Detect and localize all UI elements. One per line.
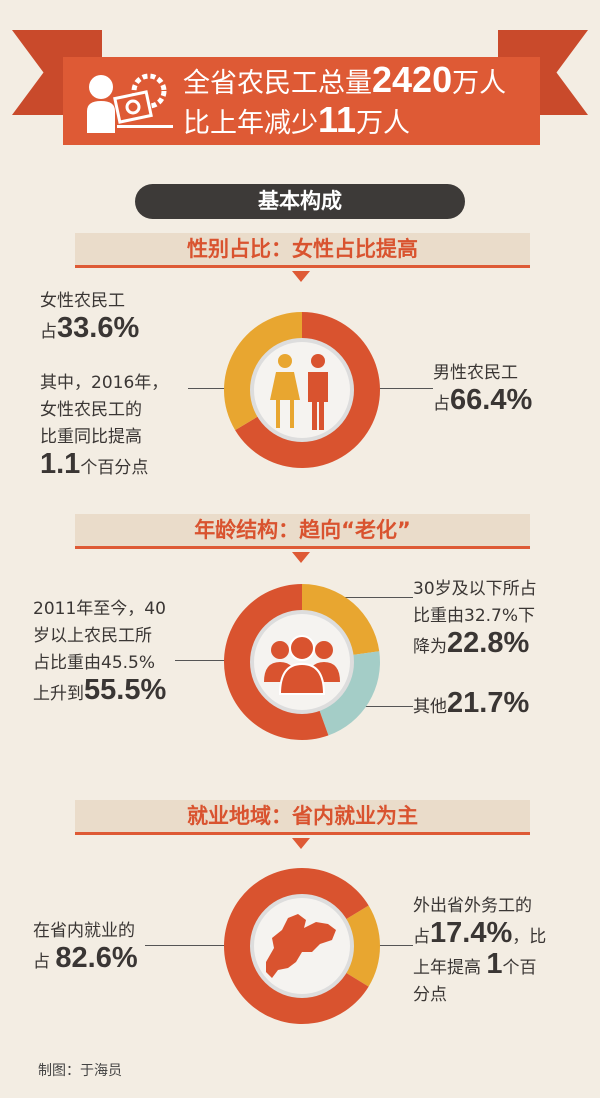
out-province-text: 外出省外务工的 占17.4%，比 上年提高 1个百 分点	[413, 896, 547, 1005]
leader-line	[145, 945, 237, 946]
donut-slice-1	[224, 868, 369, 1024]
region-donut	[224, 868, 380, 1024]
gender-header: 性别占比：女性占比提高	[75, 233, 530, 268]
leader-line	[330, 597, 413, 598]
header-unit: 万人	[452, 68, 507, 99]
header-line1-text: 全省农民工总量	[183, 68, 372, 99]
age-young-text: 30岁及以下所占 比重由32.7%下 降为22.8%	[413, 579, 537, 659]
age-donut	[223, 584, 380, 740]
header-unit-2: 万人	[356, 108, 411, 139]
male-value: 66.4%	[450, 384, 533, 416]
leader-line	[175, 660, 240, 661]
female-value: 33.6%	[57, 312, 140, 344]
leader-line	[330, 706, 413, 707]
worker-with-chart-and-gear-icon	[87, 73, 173, 133]
donut-slice-0	[344, 905, 380, 987]
other-value: 21.7%	[447, 687, 530, 719]
age-header: 年龄结构：趋向“老化”	[75, 514, 530, 549]
out-province-value: 17.4%	[430, 917, 513, 949]
total-count: 2420	[372, 59, 453, 100]
header-line2-text: 比上年减少	[183, 108, 318, 139]
section-title: 基本构成	[135, 184, 465, 219]
donut-slice-1	[224, 312, 302, 431]
leader-line	[188, 388, 240, 389]
over40-value: 55.5%	[84, 674, 167, 706]
pointer-triangle	[292, 838, 310, 849]
female-label: 女性农民工 占33.6%	[40, 291, 140, 344]
credit-footer: 制图：于海员	[38, 1063, 122, 1079]
donut-center	[250, 610, 354, 714]
gender-donut	[224, 312, 380, 468]
pointer-triangle	[292, 271, 310, 282]
leader-line	[358, 388, 433, 389]
young-value: 22.8%	[447, 627, 530, 659]
donut-slice-0	[302, 584, 380, 656]
donut-slice-2	[223, 584, 329, 740]
header-banner: 全省农民工总量2420万人 比上年减少11万人	[63, 57, 540, 145]
people-group-icon	[264, 635, 340, 695]
female-male-icon	[270, 354, 328, 430]
in-province-value: 82.6%	[55, 942, 138, 974]
decrease-count: 11	[318, 99, 357, 140]
region-header: 就业地域：省内就业为主	[75, 800, 530, 835]
age-over40-text: 2011年至今，40 岁以上农民工所 占比重由45.5% 上升到55.5%	[33, 599, 167, 706]
age-other-text: 其他21.7%	[413, 687, 530, 719]
pointer-triangle	[292, 552, 310, 563]
donut-slice-0	[235, 312, 380, 468]
donut-slice-1	[318, 651, 380, 736]
male-label: 男性农民工 占66.4%	[433, 363, 533, 416]
donut-center	[250, 338, 354, 442]
female-note: 其中，2016年， 女性农民工的 比重同比提高 1.1个百分点	[40, 373, 169, 480]
in-province-text: 在省内就业的占 82.6%	[33, 921, 138, 974]
shandong-map-icon	[266, 914, 336, 978]
